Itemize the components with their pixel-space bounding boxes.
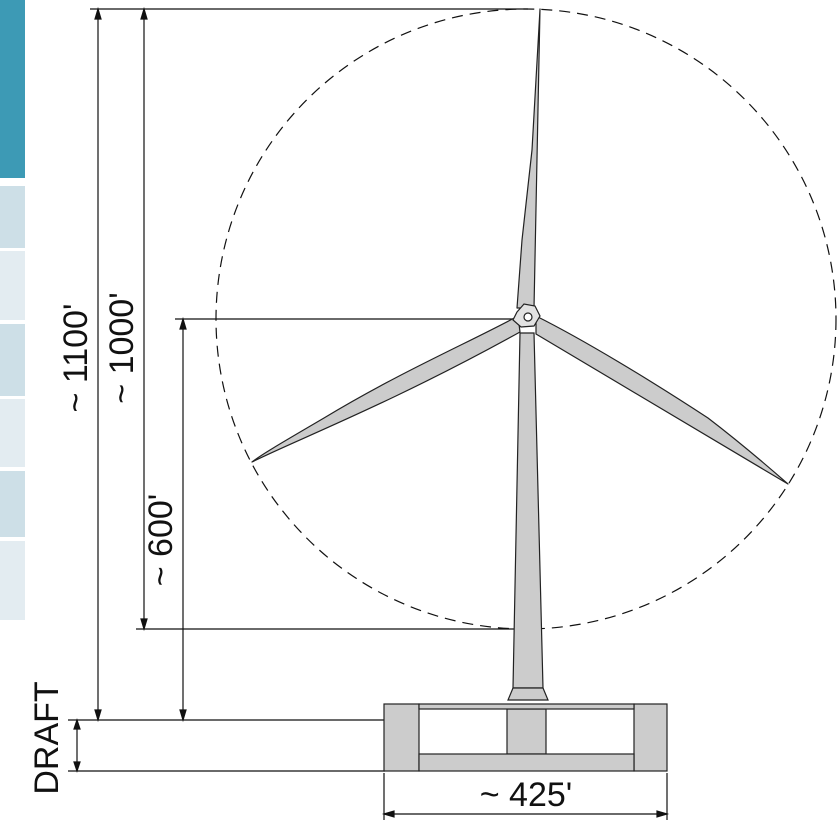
label-total-height: ~ 1100' — [57, 304, 95, 413]
blade-up — [516, 8, 541, 309]
tower-base-flare — [507, 687, 549, 701]
dimension-total-height — [90, 6, 528, 723]
sidebar-tab-3 — [0, 324, 25, 396]
dimension-tip-height — [136, 6, 516, 632]
hub-center — [523, 312, 533, 322]
sidebar-tab-6 — [0, 541, 25, 620]
label-platform-width: ~ 425' — [480, 776, 573, 814]
platform-center-column — [506, 708, 547, 755]
platform-right-column — [633, 703, 668, 772]
platform-left-column — [383, 703, 420, 772]
sidebar-tab-2 — [0, 251, 25, 320]
dimension-hub-height — [175, 316, 516, 723]
label-tip-height: ~ 1000' — [103, 292, 141, 403]
blade-right — [535, 315, 789, 485]
sidebar-tab-accent — [0, 0, 25, 178]
sidebar-tab-5 — [0, 471, 25, 537]
platform-top-deck — [418, 703, 635, 710]
dimension-draft — [68, 718, 385, 773]
blade-left — [251, 315, 521, 463]
turbine-blades — [251, 8, 789, 485]
sidebar-tab-4 — [0, 399, 25, 467]
dimension-platform-width — [381, 773, 670, 820]
sidebar-tab-1 — [0, 186, 25, 248]
label-hub-height: ~ 600' — [142, 494, 180, 587]
platform-bottom-pontoon — [418, 753, 635, 772]
turbine-tower — [512, 332, 544, 689]
floating-platform — [383, 703, 668, 772]
label-draft: DRAFT — [28, 681, 66, 794]
